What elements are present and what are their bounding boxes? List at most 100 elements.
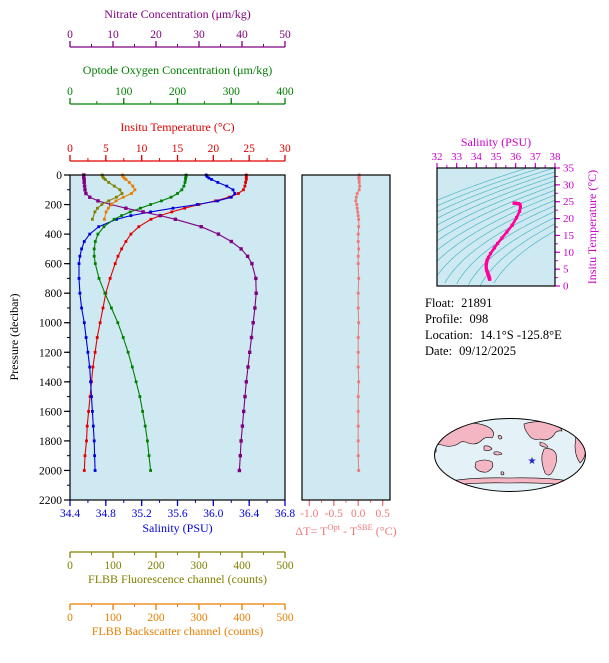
svg-text:500: 500 — [276, 560, 294, 572]
delta-plot-frame — [301, 174, 391, 501]
svg-text:37: 37 — [530, 151, 542, 163]
svg-text:0: 0 — [67, 612, 73, 624]
svg-text:1200: 1200 — [39, 347, 62, 359]
fluorescence-axis-title: FLBB Fluorescence channel (counts) — [88, 572, 267, 586]
svg-text:10: 10 — [136, 143, 148, 155]
delta-profile — [354, 173, 362, 472]
main-plot-bg — [70, 175, 285, 500]
svg-text:1400: 1400 — [39, 377, 62, 389]
delta-label-post: (°C) — [372, 524, 397, 538]
svg-text:600: 600 — [45, 259, 63, 271]
svg-text:2000: 2000 — [39, 465, 62, 477]
delta-label-sup-opt: Opt — [327, 522, 341, 532]
svg-text:0: 0 — [67, 143, 73, 155]
svg-text:0: 0 — [67, 560, 73, 572]
svg-text:38: 38 — [550, 151, 562, 163]
date-label: Date: — [425, 344, 453, 358]
salinity-axis-title: Salinity (PSU) — [142, 521, 213, 535]
fluorescence-bottom-axis: 0 100 200 300 400 500 — [67, 551, 294, 572]
isopycnal-contours — [436, 168, 556, 286]
location-label: Location: — [425, 328, 473, 342]
svg-text:25: 25 — [243, 143, 255, 155]
date-value: 09/12/2025 — [459, 344, 517, 358]
svg-text:33: 33 — [451, 151, 463, 163]
backscatter-bottom-axis: 0 100 200 300 400 500 — [67, 603, 294, 624]
pressure-axis-title: Pressure (decibar) — [7, 293, 21, 381]
main-plot-frame — [69, 174, 286, 501]
float-info-row-date: Date: 09/12/2025 — [425, 344, 562, 360]
svg-text:400: 400 — [233, 560, 251, 572]
svg-text:30: 30 — [279, 143, 291, 155]
svg-text:800: 800 — [45, 288, 63, 300]
svg-text:35: 35 — [491, 151, 503, 163]
svg-text:20: 20 — [563, 213, 575, 225]
svg-text:200: 200 — [45, 200, 63, 212]
svg-text:0.0: 0.0 — [351, 508, 366, 520]
svg-text:0: 0 — [67, 29, 73, 41]
svg-text:0.5: 0.5 — [375, 508, 390, 520]
svg-text:200: 200 — [169, 86, 187, 98]
svg-text:300: 300 — [223, 86, 241, 98]
svg-text:100: 100 — [115, 86, 133, 98]
nitrate-top-axis: 0 10 20 30 40 50 — [67, 29, 291, 48]
svg-text:1800: 1800 — [39, 436, 62, 448]
svg-text:35: 35 — [563, 163, 575, 175]
nitrate-axis-title: Nitrate Concentration (μm/kg) — [104, 7, 251, 21]
ts-salinity-axis-title: Salinity (PSU) — [460, 135, 532, 149]
svg-text:32: 32 — [432, 151, 443, 163]
svg-text:400: 400 — [276, 86, 294, 98]
svg-text:500: 500 — [276, 612, 294, 624]
location-value: 14.1°S -125.8°E — [479, 328, 562, 342]
svg-text:100: 100 — [104, 560, 122, 572]
salinity-profile — [77, 173, 237, 472]
svg-text:20: 20 — [150, 29, 162, 41]
svg-text:300: 300 — [190, 612, 208, 624]
temperature-top-axis: 0 5 10 15 20 25 30 — [67, 143, 291, 162]
nitrate-profile — [82, 173, 258, 473]
svg-text:50: 50 — [279, 29, 291, 41]
svg-text:-0.5: -0.5 — [325, 508, 343, 520]
svg-text:200: 200 — [147, 560, 165, 572]
float-location-star: ★ — [528, 456, 537, 467]
float-value: 21891 — [461, 296, 493, 310]
svg-text:2200: 2200 — [39, 495, 62, 507]
ts-axes: 32 33 34 35 36 37 38 0 5 10 15 20 25 30 35 — [432, 151, 575, 293]
svg-text:0: 0 — [563, 281, 569, 293]
svg-text:15: 15 — [172, 143, 184, 155]
svg-text:-1.0: -1.0 — [300, 508, 318, 520]
svg-text:200: 200 — [147, 612, 165, 624]
svg-text:100: 100 — [104, 612, 122, 624]
svg-text:40: 40 — [236, 29, 248, 41]
delta-label-sup-sbe: SBE — [357, 522, 373, 532]
svg-text:34: 34 — [471, 151, 483, 163]
svg-text:10: 10 — [107, 29, 119, 41]
svg-text:36.8: 36.8 — [275, 508, 295, 520]
ts-plot-frame — [436, 167, 556, 287]
temperature-axis-title: Insitu Temperature (°C) — [120, 120, 235, 134]
delta-axis: -1.0 -0.5 0.0 0.5 — [300, 500, 390, 520]
svg-text:400: 400 — [45, 229, 63, 241]
svg-text:300: 300 — [190, 560, 208, 572]
svg-text:36.0: 36.0 — [203, 508, 223, 520]
delta-axis-label: ΔT= TOpt - TSBE (°C) — [284, 520, 408, 538]
svg-text:34.8: 34.8 — [96, 508, 116, 520]
float-label: Float: — [425, 296, 455, 310]
svg-text:35.2: 35.2 — [132, 508, 152, 520]
oxygen-axis-title: Optode Oxygen Concentration (μm/kg) — [82, 63, 273, 77]
svg-text:34.4: 34.4 — [60, 508, 80, 520]
backscatter-profile — [103, 173, 137, 221]
svg-text:5: 5 — [103, 143, 109, 155]
svg-text:1000: 1000 — [39, 318, 62, 330]
profile-value: 098 — [469, 312, 489, 326]
svg-text:5: 5 — [563, 264, 569, 276]
pressure-axis: 0 200 400 600 800 1000 1200 1400 1600 1800 2000 220… — [39, 170, 70, 507]
float-info-row-location: Location: 14.1°S -125.8°E — [425, 328, 562, 344]
svg-text:36.4: 36.4 — [239, 508, 259, 520]
delta-plot-bg — [302, 175, 390, 500]
svg-text:10: 10 — [563, 247, 575, 259]
ts-plot-bg — [437, 168, 555, 286]
svg-text:1600: 1600 — [39, 406, 62, 418]
oxygen-profile — [92, 173, 188, 472]
